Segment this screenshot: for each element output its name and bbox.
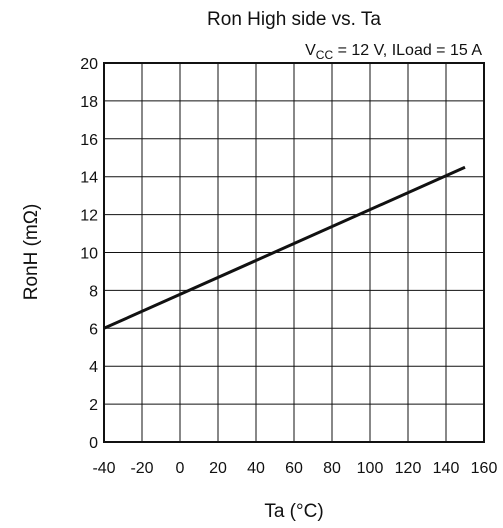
x-tick-label: -20 — [130, 460, 153, 477]
x-tick-label: 20 — [209, 460, 227, 477]
x-tick-label: 140 — [433, 460, 460, 477]
y-tick-label: 2 — [89, 397, 98, 414]
chart-subtitle: VCC = 12 V, ILoad = 15 A — [305, 42, 482, 62]
y-tick-label: 16 — [80, 132, 98, 149]
plot-frame — [103, 62, 485, 443]
x-tick-label: 40 — [247, 460, 265, 477]
y-tick-label: 20 — [80, 56, 98, 73]
subtitle-suffix: = 12 V, ILoad = 15 A — [333, 42, 482, 59]
x-tick-label: 80 — [323, 460, 341, 477]
y-tick-label: 8 — [89, 283, 98, 300]
y-tick-label: 10 — [80, 246, 98, 263]
x-tick-label: 120 — [395, 460, 422, 477]
grid — [103, 62, 485, 443]
y-tick-label: 4 — [89, 359, 98, 376]
x-tick-label: 0 — [176, 460, 185, 477]
subtitle-subscript: CC — [316, 48, 334, 62]
y-tick-label: 6 — [89, 321, 98, 338]
y-tick-label: 0 — [89, 435, 98, 452]
subtitle-prefix: V — [305, 42, 316, 59]
y-tick-label: 12 — [80, 208, 98, 225]
y-axis-label: RonH (mΩ) — [21, 204, 42, 301]
x-tick-label: -40 — [92, 460, 115, 477]
series-line — [103, 165, 466, 330]
y-tick-label: 14 — [80, 170, 98, 187]
x-tick-label: 100 — [357, 460, 384, 477]
x-tick-label: 160 — [471, 460, 498, 477]
x-tick-label: 60 — [285, 460, 303, 477]
x-axis-label: Ta (°C) — [264, 501, 323, 522]
tick-labels: -40 -20 0 20 40 60 80 100 120 140 160 0 2 4 6 8 10 12 14 16… — [80, 56, 497, 477]
y-tick-label: 18 — [80, 94, 98, 111]
chart-title: Ron High side vs. Ta — [207, 9, 381, 30]
series — [103, 165, 466, 330]
